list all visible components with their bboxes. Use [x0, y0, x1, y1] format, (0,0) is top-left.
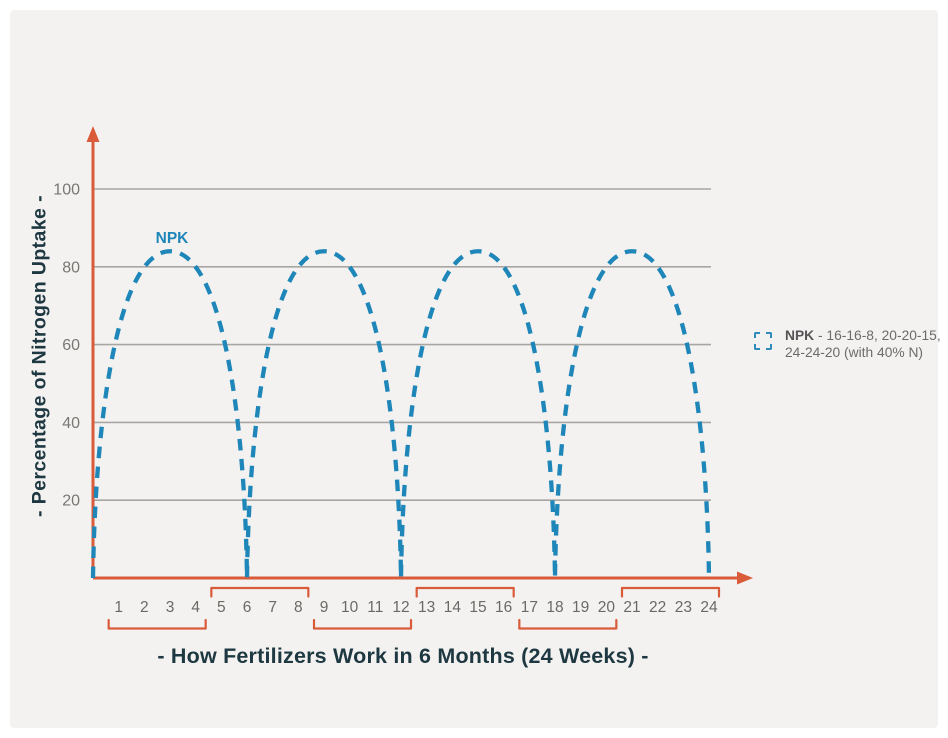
legend-entry: NPK - 16-16-8, 20-20-15, 24-24-20 (with … [785, 328, 948, 362]
x-tick-label-5: 5 [217, 599, 226, 616]
legend-series-description: - 16-16-8, 20-20-15, 24-24-20 (with 40% … [785, 328, 941, 360]
y-tick-label-40: 40 [62, 415, 80, 432]
y-axis-title: - Percentage of Nitrogen Uptake - [28, 194, 51, 518]
week-group-bracket-below-17-20 [518, 618, 618, 630]
curve-label-npk: NPK [155, 230, 189, 247]
x-tick-label-6: 6 [243, 599, 252, 616]
x-tick-label-11: 11 [367, 599, 383, 616]
x-tick-label-14: 14 [444, 599, 462, 616]
y-tick-label-100: 100 [53, 182, 80, 199]
week-group-bracket-above-21-24 [620, 586, 721, 598]
legend-dashed-square-icon [754, 332, 772, 350]
y-axis-arrow-icon [86, 126, 100, 142]
x-tick-label-15: 15 [469, 599, 486, 616]
x-tick-label-20: 20 [598, 599, 616, 616]
week-group-bracket-above-13-16 [415, 586, 515, 598]
x-tick-label-8: 8 [294, 599, 303, 616]
x-tick-label-4: 4 [191, 599, 200, 616]
series-curve-npk [90, 249, 712, 579]
x-tick-label-22: 22 [649, 599, 666, 616]
x-tick-label-21: 21 [623, 599, 640, 616]
legend: NPK - 16-16-8, 20-20-15, 24-24-20 (with … [754, 328, 948, 362]
x-tick-label-16: 16 [495, 599, 512, 616]
x-tick-label-18: 18 [546, 599, 563, 616]
x-tick-label-9: 9 [320, 599, 329, 616]
x-tick-label-13: 13 [418, 599, 435, 616]
chart-panel [10, 10, 938, 728]
week-group-bracket-below-9-12 [312, 618, 413, 630]
y-tick-label-80: 80 [62, 259, 80, 276]
x-tick-label-17: 17 [521, 599, 538, 616]
x-tick-label-3: 3 [166, 599, 175, 616]
x-axis-arrow-icon [737, 571, 753, 585]
week-group-bracket-below-1-4 [107, 618, 207, 630]
x-tick-label-12: 12 [392, 599, 409, 616]
week-group-bracket-above-5-8 [210, 586, 310, 598]
x-tick-label-19: 19 [572, 599, 589, 616]
x-tick-label-10: 10 [341, 599, 359, 616]
y-tick-label-20: 20 [62, 493, 80, 510]
x-tick-label-23: 23 [675, 599, 692, 616]
chart-title: - How Fertilizers Work in 6 Months (24 W… [157, 644, 649, 668]
x-tick-label-2: 2 [140, 599, 149, 616]
legend-series-name: NPK [785, 328, 815, 343]
x-tick-label-24: 24 [700, 599, 718, 616]
y-tick-label-60: 60 [62, 337, 80, 354]
x-tick-label-7: 7 [268, 599, 277, 616]
x-tick-label-1: 1 [114, 599, 123, 616]
